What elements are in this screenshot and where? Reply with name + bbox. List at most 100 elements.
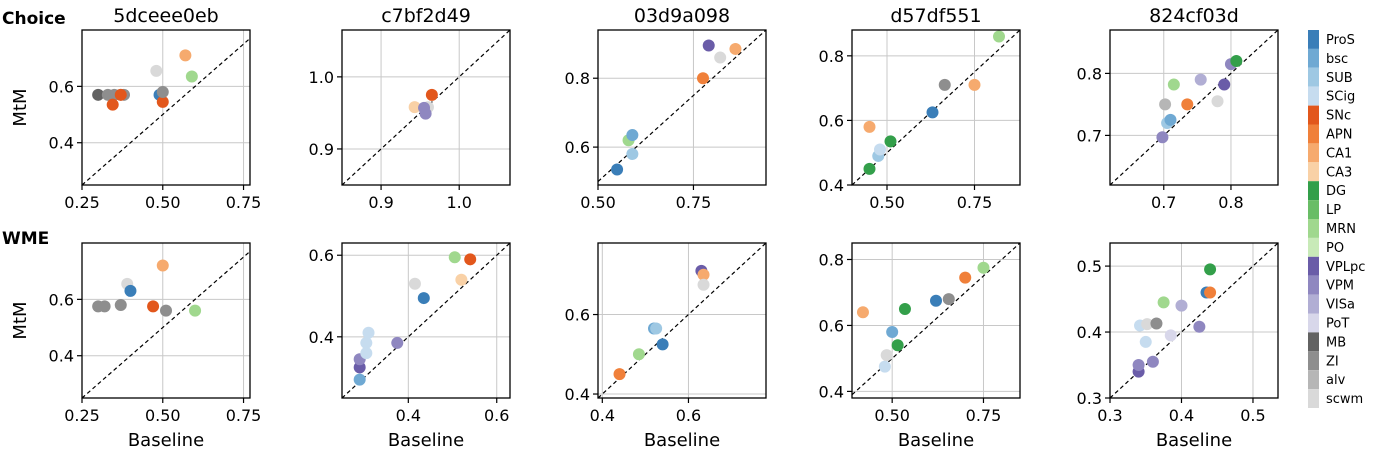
y-tick-label: 0.9 [309, 140, 334, 159]
y-tick-label: 0.4 [819, 176, 844, 195]
legend-swatch [1308, 313, 1319, 333]
x-axis-label: Baseline [898, 430, 974, 451]
identity-line [341, 242, 511, 399]
y-tick-label: 1.0 [309, 68, 334, 87]
legend-label: SNc [1326, 109, 1351, 124]
data-point [729, 42, 742, 55]
panel-frame [341, 29, 511, 186]
legend-label: VISa [1326, 298, 1355, 313]
panel-frame [81, 242, 251, 399]
x-tick-label: 0.50 [145, 193, 181, 212]
identity-line [1109, 29, 1279, 186]
data-point [626, 148, 639, 160]
data-point [1194, 73, 1207, 86]
x-tick-label: 0.50 [580, 193, 616, 212]
panel-frame [341, 242, 511, 399]
x-tick-label: 0.4 [590, 406, 615, 425]
legend-label: alv [1326, 373, 1346, 388]
data-point [1157, 296, 1170, 309]
data-point [419, 107, 432, 120]
panel-frame [597, 242, 767, 399]
data-point [702, 39, 715, 52]
y-tick-label: 0.6 [309, 246, 334, 265]
data-point [878, 360, 891, 373]
data-point [1132, 359, 1145, 372]
data-point [124, 284, 137, 297]
panel-r1-c1: 0.4 0.6 0.4 0.6 Baseline [309, 242, 511, 451]
data-point [360, 347, 373, 360]
panel-r1-c3: 0.50 0.75 0.4 0.6 0.8 Baseline [819, 242, 1021, 451]
panel-frame [81, 29, 251, 186]
legend-label: PoT [1326, 317, 1349, 332]
x-tick-label: 0.5 [1240, 406, 1265, 425]
data-point [417, 292, 430, 305]
data-point [632, 348, 645, 361]
data-point [977, 261, 990, 274]
x-tick-label: 0.50 [145, 406, 181, 425]
legend-swatch [1308, 219, 1319, 238]
legend-swatch [1308, 256, 1319, 276]
data-point [697, 72, 709, 85]
y-tick-label: 0.5 [1077, 257, 1102, 276]
legend-swatch [1308, 30, 1319, 49]
data-point [1159, 98, 1172, 111]
data-point [1211, 95, 1224, 108]
data-point [455, 273, 468, 286]
legend-swatch [1308, 124, 1319, 144]
data-point [1204, 286, 1217, 299]
identity-line [597, 242, 767, 399]
x-tick-label: 0.6 [484, 406, 509, 425]
data-point [360, 336, 373, 349]
y-axis-label: MtM [10, 88, 31, 126]
y-tick-label: 0.8 [819, 47, 844, 66]
data-point [611, 163, 624, 176]
x-tick-label: 0.7 [1151, 193, 1176, 212]
x-axis-label: Baseline [1156, 430, 1232, 451]
panel-title: 5dceee0eb [113, 5, 219, 27]
x-tick-label: 0.75 [957, 193, 993, 212]
x-axis-label: Baseline [644, 430, 720, 451]
data-point [408, 101, 421, 114]
data-point [1141, 318, 1154, 331]
y-tick-label: 0.4 [309, 328, 334, 347]
panel-title: 03d9a098 [634, 5, 730, 27]
legend-label: DG [1326, 184, 1346, 199]
data-point [656, 338, 669, 351]
panel-r1-c0: 0.25 0.50 0.75 0.4 0.6 MtM Baseline [10, 242, 261, 451]
data-point [926, 106, 939, 119]
data-point [942, 293, 955, 306]
legend-label: VPLpc [1326, 260, 1365, 275]
x-tick-label: 0.50 [869, 193, 905, 212]
data-point [1230, 55, 1243, 67]
legend-swatch [1308, 389, 1319, 408]
data-point [1181, 98, 1194, 111]
legend-swatch [1308, 67, 1319, 87]
data-point [114, 88, 127, 101]
data-point [714, 51, 727, 64]
y-tick-label: 0.6 [565, 138, 590, 157]
data-point [147, 300, 160, 313]
panel-r1-c4: 0.3 0.4 0.5 0.3 0.4 0.5 Baseline [1077, 242, 1279, 451]
data-point [863, 162, 876, 175]
legend-swatch [1308, 105, 1319, 125]
x-tick-label: 0.6 [676, 406, 701, 425]
data-point [880, 349, 893, 362]
data-point [650, 322, 663, 335]
legend-label: PO [1326, 241, 1344, 256]
data-point [891, 339, 904, 352]
y-tick-label: 0.6 [565, 306, 590, 325]
x-tick-label: 0.9 [368, 193, 393, 212]
data-point [106, 98, 119, 111]
y-tick-label: 0.8 [1077, 64, 1102, 83]
data-point [150, 64, 163, 77]
y-tick-label: 0.4 [819, 382, 844, 401]
legend-label: VPM [1326, 279, 1354, 294]
data-point [362, 326, 375, 339]
panel-r0-c3: d57df551 0.50 0.75 0.4 0.6 0.8 [819, 5, 1021, 212]
data-point [884, 135, 897, 148]
legend-label: SCig [1326, 90, 1355, 105]
data-point [189, 304, 202, 317]
y-tick-label: 0.4 [49, 134, 74, 153]
legend-swatch [1308, 48, 1319, 68]
